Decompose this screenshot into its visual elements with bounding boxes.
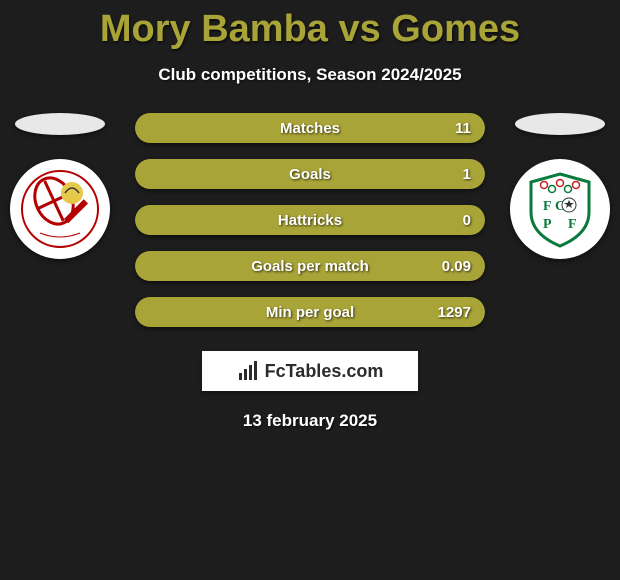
stat-row-hattricks: Hattricks 0 <box>135 205 485 235</box>
club-badge-left <box>10 159 110 259</box>
player-right-placeholder <box>515 113 605 135</box>
stat-value: 11 <box>455 113 471 143</box>
stats-list: Matches 11 Goals 1 Hattricks 0 Goals per… <box>135 113 485 327</box>
stat-label: Goals <box>135 159 485 189</box>
stat-row-goals-per-match: Goals per match 0.09 <box>135 251 485 281</box>
chart-icon <box>237 360 259 382</box>
stat-row-min-per-goal: Min per goal 1297 <box>135 297 485 327</box>
page-title: Mory Bamba vs Gomes <box>0 0 620 51</box>
svg-text:F: F <box>543 199 552 214</box>
stat-value: 1 <box>463 159 471 189</box>
stat-row-matches: Matches 11 <box>135 113 485 143</box>
fctables-logo[interactable]: FcTables.com <box>202 351 418 391</box>
stat-value: 0 <box>463 205 471 235</box>
stat-label: Min per goal <box>135 297 485 327</box>
stat-label: Matches <box>135 113 485 143</box>
svg-text:F: F <box>568 217 577 232</box>
stat-label: Goals per match <box>135 251 485 281</box>
comparison-content: F C P F Matches 11 Goals 1 Hattricks 0 <box>0 113 620 431</box>
club-logo-right-icon: F C P F <box>519 168 601 250</box>
svg-text:P: P <box>543 217 552 232</box>
stat-value: 0.09 <box>442 251 471 281</box>
player-left-slot <box>10 113 110 259</box>
player-left-placeholder <box>15 113 105 135</box>
logo-text: FcTables.com <box>265 361 384 382</box>
stat-label: Hattricks <box>135 205 485 235</box>
player-right-slot: F C P F <box>510 113 610 259</box>
page-subtitle: Club competitions, Season 2024/2025 <box>0 65 620 85</box>
club-badge-right: F C P F <box>510 159 610 259</box>
stat-row-goals: Goals 1 <box>135 159 485 189</box>
comparison-date: 13 february 2025 <box>0 411 620 431</box>
stat-value: 1297 <box>438 297 471 327</box>
club-logo-left-icon <box>20 169 100 249</box>
